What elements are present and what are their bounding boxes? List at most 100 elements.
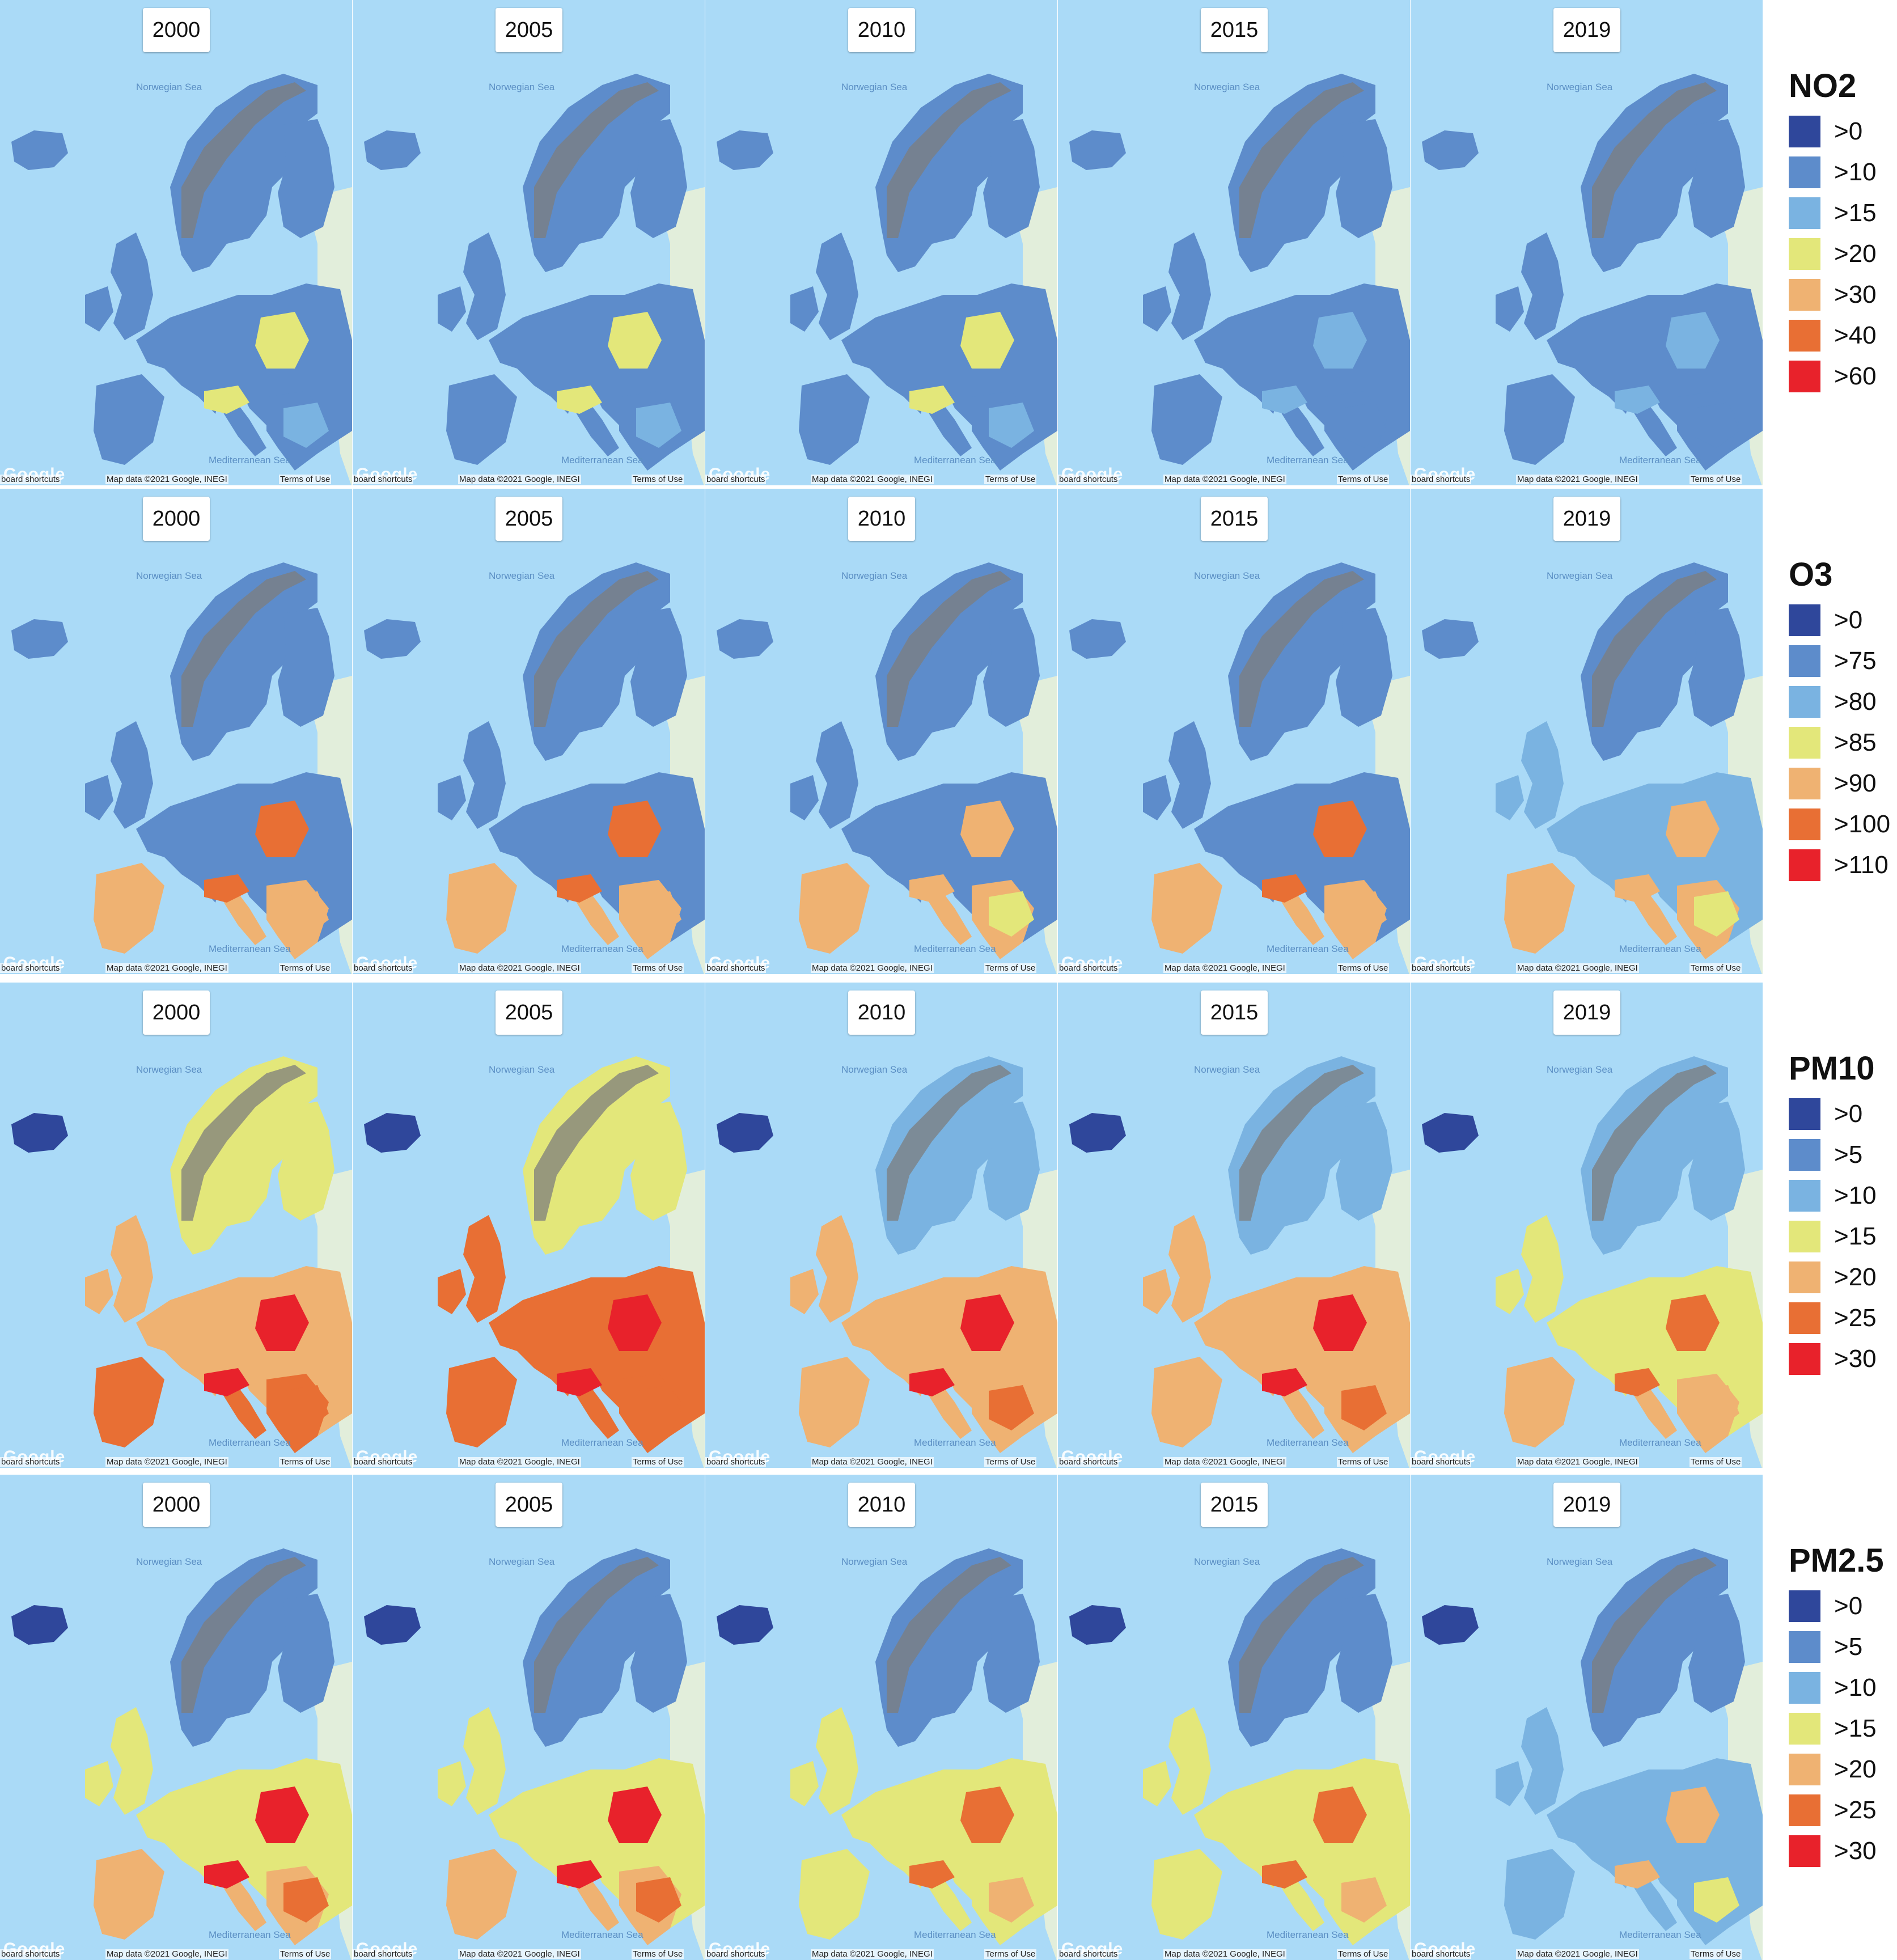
terms-of-use-link[interactable]: Terms of Use bbox=[1689, 1457, 1742, 1467]
ireland-region bbox=[1496, 1269, 1524, 1314]
keyboard-shortcuts-link[interactable]: board shortcuts bbox=[1411, 1457, 1472, 1467]
terms-of-use-link[interactable]: Terms of Use bbox=[1689, 963, 1742, 973]
scandinavia-region bbox=[1581, 74, 1728, 272]
terms-of-use-link[interactable]: Terms of Use bbox=[984, 963, 1037, 973]
keyboard-shortcuts-link[interactable]: board shortcuts bbox=[353, 1457, 414, 1467]
map-panel-o3-2010[interactable]: 2010 Norwegian Sea Mediterranean SeaGoogle… bbox=[705, 489, 1058, 974]
map-panel-pm10-2015[interactable]: 2015 Norwegian Sea Mediterranean SeaGoogle… bbox=[1058, 983, 1411, 1468]
keyboard-shortcuts-link[interactable]: board shortcuts bbox=[0, 963, 61, 973]
map-panel-pm10-2000[interactable]: 2000 Norwegian Sea Mediterranean SeaGoogle… bbox=[0, 983, 353, 1468]
keyboard-shortcuts-link[interactable]: board shortcuts bbox=[1411, 475, 1472, 484]
keyboard-shortcuts-link[interactable]: board shortcuts bbox=[705, 475, 767, 484]
mediterranean-sea-label: Mediterranean Sea bbox=[561, 943, 643, 954]
legend-item: >85 bbox=[1789, 725, 1897, 759]
keyboard-shortcuts-link[interactable]: board shortcuts bbox=[353, 475, 414, 484]
norwegian-sea-label: Norwegian Sea bbox=[1547, 570, 1613, 581]
terms-of-use-link[interactable]: Terms of Use bbox=[632, 1457, 684, 1467]
legend-swatch bbox=[1789, 1590, 1820, 1622]
map-data-notice: Map data ©2021 Google, INEGI bbox=[105, 1949, 228, 1959]
terms-of-use-link[interactable]: Terms of Use bbox=[279, 963, 332, 973]
iberia-region bbox=[94, 374, 164, 465]
iceland-region bbox=[1069, 619, 1126, 659]
scandinavia-region bbox=[170, 562, 317, 761]
norwegian-sea-label: Norwegian Sea bbox=[1194, 1556, 1260, 1567]
map-panel-pm10-2019[interactable]: 2019 Norwegian Sea Mediterranean SeaGoogle… bbox=[1411, 983, 1763, 1468]
map-panel-o3-2015[interactable]: 2015 Norwegian Sea Mediterranean SeaGoogle… bbox=[1058, 489, 1411, 974]
map-panel-pm25-2000[interactable]: 2000 Norwegian Sea Mediterranean SeaGoogle… bbox=[0, 1475, 353, 1960]
keyboard-shortcuts-link[interactable]: board shortcuts bbox=[0, 1457, 61, 1467]
terms-of-use-link[interactable]: Terms of Use bbox=[1337, 963, 1390, 973]
map-panel-no2-2015[interactable]: 2015 Norwegian Sea Mediterranean SeaGoogle… bbox=[1058, 0, 1411, 485]
year-label: 2010 bbox=[848, 8, 915, 52]
terms-of-use-link[interactable]: Terms of Use bbox=[1689, 475, 1742, 484]
map-panel-pm25-2019[interactable]: 2019 Norwegian Sea Mediterranean SeaGoogle… bbox=[1411, 1475, 1763, 1960]
legend-item: >25 bbox=[1789, 1300, 1897, 1334]
terms-of-use-link[interactable]: Terms of Use bbox=[632, 1949, 684, 1959]
keyboard-shortcuts-link[interactable]: board shortcuts bbox=[1058, 1457, 1119, 1467]
keyboard-shortcuts-link[interactable]: board shortcuts bbox=[0, 1949, 61, 1959]
map-data-notice: Map data ©2021 Google, INEGI bbox=[105, 1457, 228, 1467]
iberia-region bbox=[799, 1357, 870, 1447]
terms-of-use-link[interactable]: Terms of Use bbox=[279, 1949, 332, 1959]
norwegian-sea-label: Norwegian Sea bbox=[136, 82, 202, 92]
iceland-region bbox=[11, 619, 68, 659]
mediterranean-sea-label: Mediterranean Sea bbox=[914, 455, 996, 465]
map-panel-pm10-2010[interactable]: 2010 Norwegian Sea Mediterranean SeaGoogle… bbox=[705, 983, 1058, 1468]
keyboard-shortcuts-link[interactable]: board shortcuts bbox=[353, 963, 414, 973]
terms-of-use-link[interactable]: Terms of Use bbox=[984, 1457, 1037, 1467]
keyboard-shortcuts-link[interactable]: board shortcuts bbox=[1411, 1949, 1472, 1959]
map-panel-pm25-2010[interactable]: 2010 Norwegian Sea Mediterranean SeaGoogle… bbox=[705, 1475, 1058, 1960]
legend-swatch bbox=[1789, 238, 1820, 270]
norwegian-sea-label: Norwegian Sea bbox=[1194, 1064, 1260, 1075]
keyboard-shortcuts-link[interactable]: board shortcuts bbox=[1058, 963, 1119, 973]
map-data-notice: Map data ©2021 Google, INEGI bbox=[1163, 1949, 1286, 1959]
keyboard-shortcuts-link[interactable]: board shortcuts bbox=[705, 1949, 767, 1959]
legend-label: >10 bbox=[1834, 1182, 1877, 1209]
map-panel-o3-2000[interactable]: 2000 Norwegian Sea Mediterranean SeaGoogle… bbox=[0, 489, 353, 974]
terms-of-use-link[interactable]: Terms of Use bbox=[279, 475, 332, 484]
terms-of-use-link[interactable]: Terms of Use bbox=[984, 1949, 1037, 1959]
keyboard-shortcuts-link[interactable]: board shortcuts bbox=[1058, 1949, 1119, 1959]
terms-of-use-link[interactable]: Terms of Use bbox=[1337, 1457, 1390, 1467]
europe-map bbox=[705, 1475, 1057, 1960]
scandinavia-region bbox=[170, 1056, 317, 1255]
terms-of-use-link[interactable]: Terms of Use bbox=[632, 475, 684, 484]
britain-region bbox=[463, 1707, 506, 1815]
keyboard-shortcuts-link[interactable]: board shortcuts bbox=[705, 1457, 767, 1467]
terms-of-use-link[interactable]: Terms of Use bbox=[984, 475, 1037, 484]
map-panel-pm25-2005[interactable]: 2005 Norwegian Sea Mediterranean SeaGoogle… bbox=[353, 1475, 705, 1960]
terms-of-use-link[interactable]: Terms of Use bbox=[1689, 1949, 1742, 1959]
finland-region bbox=[1688, 1102, 1745, 1221]
keyboard-shortcuts-link[interactable]: board shortcuts bbox=[1058, 475, 1119, 484]
map-panel-o3-2005[interactable]: 2005 Norwegian Sea Mediterranean SeaGoogle… bbox=[353, 489, 705, 974]
keyboard-shortcuts-link[interactable]: board shortcuts bbox=[1411, 963, 1472, 973]
keyboard-shortcuts-link[interactable]: board shortcuts bbox=[705, 963, 767, 973]
legend-label: >25 bbox=[1834, 1796, 1877, 1824]
terms-of-use-link[interactable]: Terms of Use bbox=[1337, 475, 1390, 484]
hotspot-po-valley bbox=[1262, 1860, 1307, 1889]
keyboard-shortcuts-link[interactable]: board shortcuts bbox=[0, 475, 61, 484]
legend-label: >30 bbox=[1834, 281, 1877, 308]
terms-of-use-link[interactable]: Terms of Use bbox=[632, 963, 684, 973]
map-panel-no2-2005[interactable]: 2005 Norwegian Sea Mediterranean SeaGoogle… bbox=[353, 0, 705, 485]
britain-region bbox=[1168, 1707, 1211, 1815]
terms-of-use-link[interactable]: Terms of Use bbox=[279, 1457, 332, 1467]
keyboard-shortcuts-link[interactable]: board shortcuts bbox=[353, 1949, 414, 1959]
map-panel-no2-2010[interactable]: 2010 Norwegian Sea Mediterranean SeaGoogle… bbox=[705, 0, 1058, 485]
finland-region bbox=[630, 1102, 687, 1221]
map-panel-o3-2019[interactable]: 2019 Norwegian Sea Mediterranean SeaGoogle… bbox=[1411, 489, 1763, 974]
map-panel-no2-2019[interactable]: 2019 Norwegian Sea Mediterranean SeaGoogle… bbox=[1411, 0, 1763, 485]
finland-region bbox=[983, 1594, 1040, 1713]
legend-swatch bbox=[1789, 645, 1820, 677]
map-data-notice: Map data ©2021 Google, INEGI bbox=[811, 1457, 934, 1467]
map-panel-no2-2000[interactable]: 2000 Norwegian Sea Mediterranean SeaGoogle… bbox=[0, 0, 353, 485]
legend-label: >5 bbox=[1834, 1141, 1863, 1169]
hotspot-po-valley bbox=[204, 386, 249, 414]
map-panel-pm10-2005[interactable]: 2005 Norwegian Sea Mediterranean SeaGoogle… bbox=[353, 983, 705, 1468]
europe-map bbox=[1058, 489, 1410, 974]
map-panel-pm25-2015[interactable]: 2015 Norwegian Sea Mediterranean SeaGoogle… bbox=[1058, 1475, 1411, 1960]
terms-of-use-link[interactable]: Terms of Use bbox=[1337, 1949, 1390, 1959]
iceland-region bbox=[717, 1605, 773, 1645]
europe-map bbox=[0, 489, 352, 974]
